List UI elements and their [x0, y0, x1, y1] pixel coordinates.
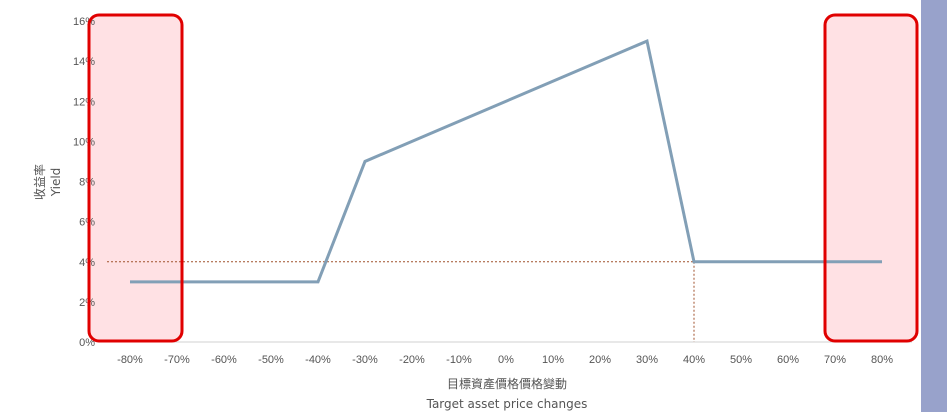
x-tick-label: -60% — [211, 354, 237, 366]
x-tick-label: 50% — [730, 354, 752, 366]
highlight-border-left — [87, 13, 184, 343]
highlight-borders — [87, 13, 919, 343]
y-tick-label: 0% — [79, 337, 95, 349]
highlight-fill-left — [89, 15, 182, 341]
x-tick-label: -80% — [117, 354, 143, 366]
y-tick-label: 12% — [73, 96, 95, 108]
highlight-fill-right — [825, 15, 917, 341]
y-axis-label-group: 收益率 Yield — [32, 164, 63, 200]
series-line — [130, 38, 882, 284]
x-tick-label: 0% — [498, 354, 514, 366]
y-axis-label-en: Yield — [49, 168, 63, 198]
y-tick-label: 8% — [79, 177, 95, 189]
x-axis-label-en: Target asset price changes — [426, 397, 588, 411]
y-axis-label-zh: 收益率 — [32, 164, 47, 200]
x-tick-label: 60% — [777, 354, 799, 366]
x-tick-label: 20% — [589, 354, 611, 366]
highlight-regions — [89, 15, 917, 341]
x-tick-label: 70% — [824, 354, 846, 366]
x-axis-label-zh: 目標資產價格價格變動 — [447, 376, 567, 391]
y-tick-label: 10% — [73, 136, 95, 148]
x-tick-label: -10% — [446, 354, 472, 366]
x-tick-label: 80% — [871, 354, 893, 366]
y-tick-label: 4% — [79, 257, 95, 269]
x-tick-label: 30% — [636, 354, 658, 366]
side-panel-bar — [921, 0, 947, 412]
x-tick-label: 40% — [683, 354, 705, 366]
highlight-border-right — [823, 13, 919, 343]
y-tick-label: 6% — [79, 217, 95, 229]
x-tick-label: -20% — [399, 354, 425, 366]
y-tick-label: 14% — [73, 56, 95, 68]
y-tick-label: 2% — [79, 297, 95, 309]
y-axis-ticks: 0%2%4%6%8%10%12%14%16% — [73, 16, 95, 349]
x-tick-label: -70% — [164, 354, 190, 366]
x-tick-label: 10% — [542, 354, 564, 366]
x-tick-label: -40% — [305, 354, 331, 366]
x-tick-label: -50% — [258, 354, 284, 366]
x-tick-label: -30% — [352, 354, 378, 366]
x-axis-ticks: -80% -70% -60% -50% -40% -30% -20% -10% 0% 10% 20%… — [117, 354, 893, 366]
